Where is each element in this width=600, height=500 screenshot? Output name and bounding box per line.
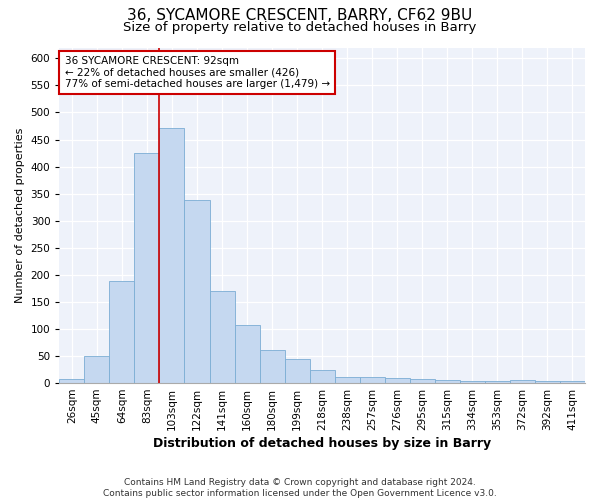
Bar — [335, 376, 360, 383]
Bar — [360, 376, 385, 383]
Bar — [510, 380, 535, 383]
Text: 36 SYCAMORE CRESCENT: 92sqm
← 22% of detached houses are smaller (426)
77% of se: 36 SYCAMORE CRESCENT: 92sqm ← 22% of det… — [65, 56, 330, 89]
Bar — [109, 282, 134, 383]
Text: Contains HM Land Registry data © Crown copyright and database right 2024.
Contai: Contains HM Land Registry data © Crown c… — [103, 478, 497, 498]
Bar — [410, 380, 435, 383]
Bar — [134, 153, 160, 383]
Bar — [59, 380, 85, 383]
Bar — [284, 358, 310, 383]
X-axis label: Distribution of detached houses by size in Barry: Distribution of detached houses by size … — [153, 437, 491, 450]
Bar — [235, 325, 260, 383]
Bar — [460, 381, 485, 383]
Bar — [310, 370, 335, 383]
Bar — [184, 200, 209, 383]
Bar — [160, 128, 184, 383]
Bar — [209, 291, 235, 383]
Y-axis label: Number of detached properties: Number of detached properties — [15, 128, 25, 303]
Bar — [535, 381, 560, 383]
Bar — [435, 380, 460, 383]
Bar — [85, 356, 109, 383]
Bar — [385, 378, 410, 383]
Bar — [260, 350, 284, 383]
Bar — [485, 381, 510, 383]
Text: 36, SYCAMORE CRESCENT, BARRY, CF62 9BU: 36, SYCAMORE CRESCENT, BARRY, CF62 9BU — [127, 8, 473, 22]
Text: Size of property relative to detached houses in Barry: Size of property relative to detached ho… — [124, 21, 476, 34]
Bar — [560, 381, 585, 383]
